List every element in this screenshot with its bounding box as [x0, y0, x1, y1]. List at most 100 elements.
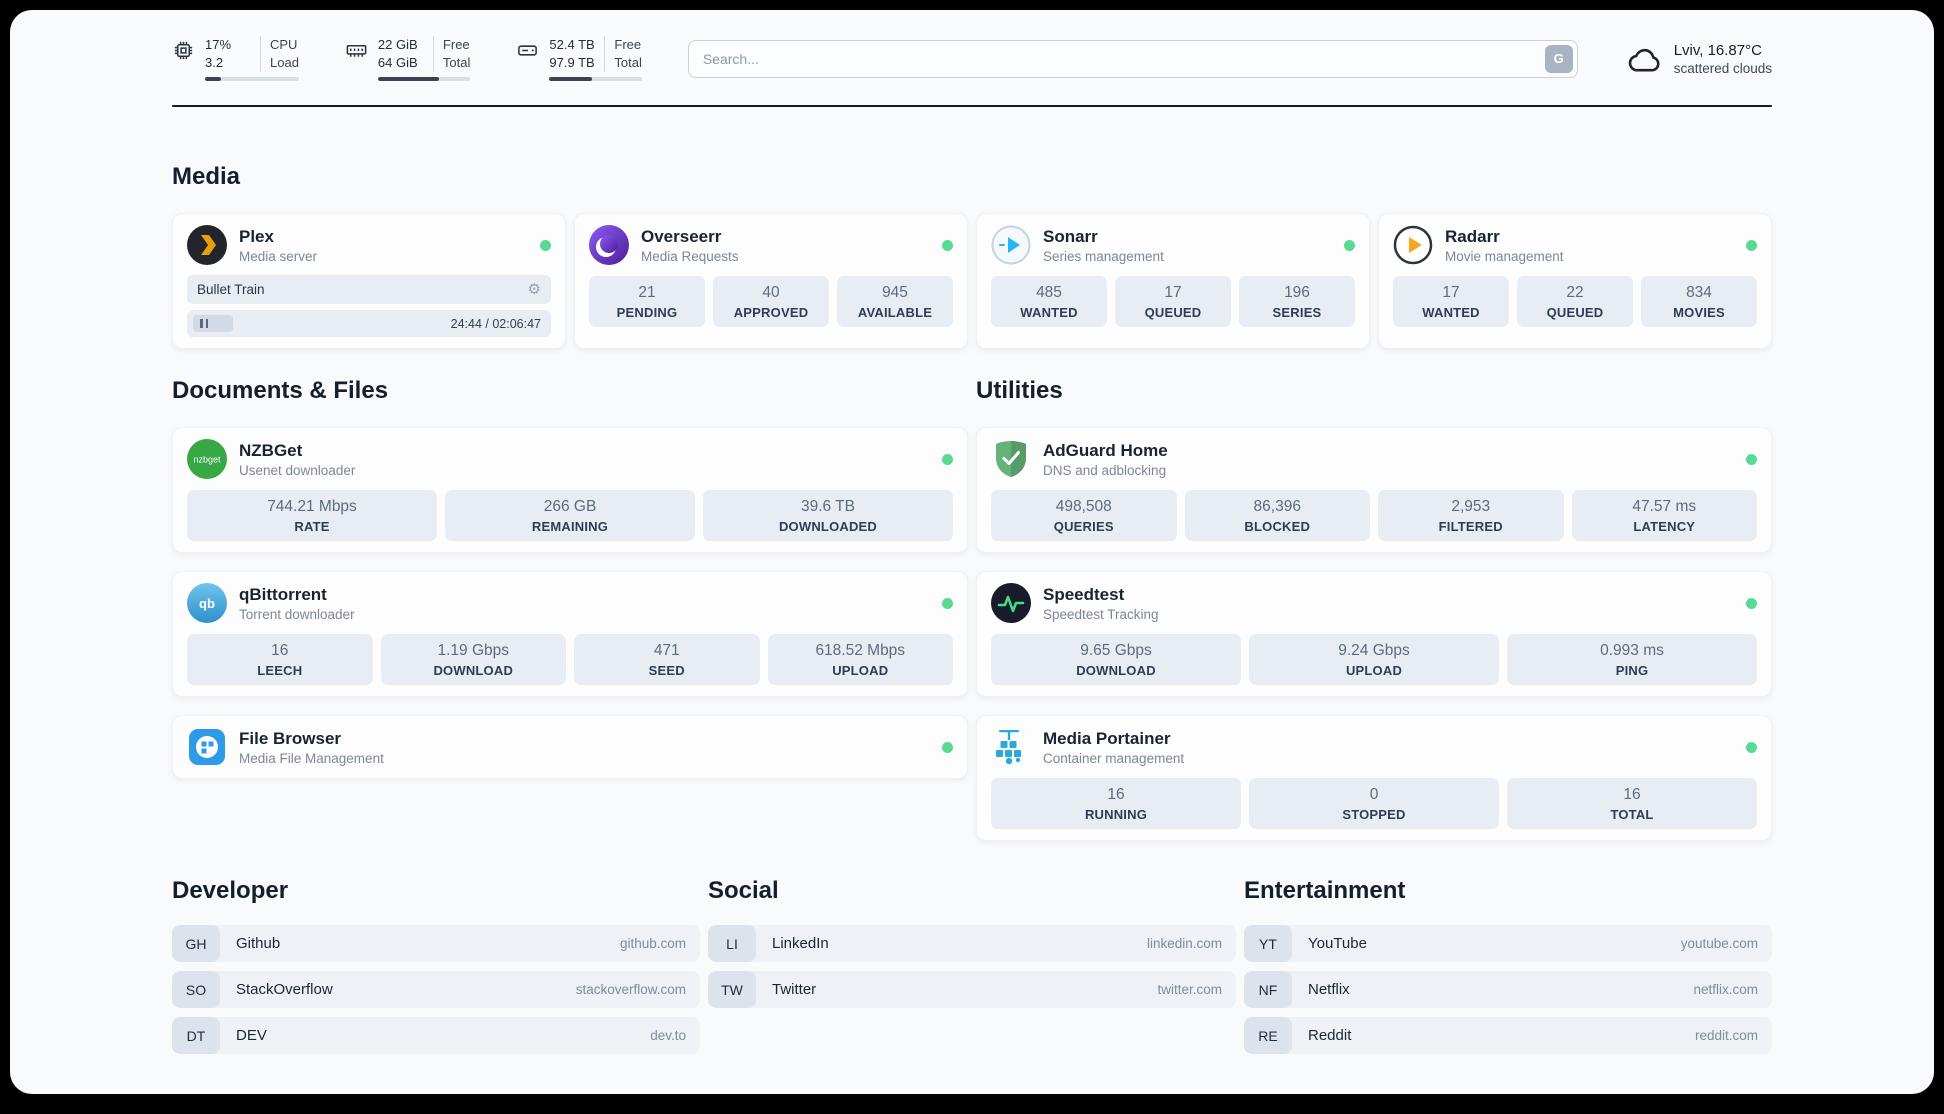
nzbget-icon: nzbget: [187, 439, 227, 480]
status-dot: [540, 239, 551, 251]
stat-pending: 21 PENDING: [589, 276, 705, 328]
service-name: qBittorrent: [239, 584, 327, 604]
ram-icon: [345, 36, 368, 62]
cpu-load-label: Load: [270, 55, 299, 71]
bookmark-url: twitter.com: [1157, 982, 1222, 998]
service-card-speedtest[interactable]: Speedtest Speedtest Tracking 9.65 Gbps D…: [976, 571, 1772, 698]
status-dot: [942, 239, 953, 251]
service-subtitle: Media Requests: [641, 248, 739, 264]
service-card-qbittorrent[interactable]: qb qBittorrent Torrent downloader 16 LEE…: [172, 571, 968, 698]
section-utilities: Utilities AdGuard Home DNS and adblockin…: [976, 377, 1772, 842]
playback-time: 24:44 / 02:06:47: [450, 316, 541, 331]
service-card-filebrowser[interactable]: File Browser Media File Management: [172, 715, 968, 780]
disk-free-label: Free: [614, 37, 642, 52]
bookmark-twitter[interactable]: TW Twitter twitter.com: [708, 971, 1236, 1009]
bookmark-abbr: TW: [708, 971, 756, 1009]
search-input[interactable]: [687, 39, 1578, 78]
service-subtitle: Container management: [1043, 750, 1185, 766]
bookmarks-entertainment: Entertainment YT YouTube youtube.com NF …: [1244, 877, 1772, 1063]
now-playing-title: Bullet Train: [197, 282, 265, 298]
bookmark-url: dev.to: [650, 1028, 686, 1044]
ram-metric: 22 GiB 64 GiB Free Total: [345, 36, 471, 82]
service-card-plex[interactable]: Plex Media server Bullet Train ⚙ 24:44 /…: [172, 213, 566, 350]
plex-icon: [187, 225, 227, 266]
cpu-metric: 17% 3.2 CPU Load: [172, 36, 299, 82]
stat-download: 9.65 Gbps DOWNLOAD: [991, 634, 1241, 686]
stat-seed: 471 SEED: [574, 634, 760, 686]
bookmarks-developer: Developer GH Github github.com SO StackO…: [172, 877, 700, 1063]
service-name: Radarr: [1445, 226, 1500, 246]
bookmark-name: Github: [236, 935, 281, 953]
service-name: Overseerr: [641, 226, 722, 246]
disk-icon: [516, 36, 539, 62]
ram-progress-bar: [377, 77, 471, 82]
bookmark-stackoverflow[interactable]: SO StackOverflow stackoverflow.com: [172, 971, 700, 1009]
ram-free-label: Free: [442, 37, 470, 52]
stat-stopped: 0 STOPPED: [1249, 778, 1499, 830]
player-controls: 24:44 / 02:06:47: [187, 310, 551, 338]
service-subtitle: Media server: [239, 248, 318, 264]
bookmark-netflix[interactable]: NF Netflix netflix.com: [1244, 971, 1772, 1009]
bookmark-abbr: NF: [1244, 971, 1292, 1009]
pause-button[interactable]: [193, 315, 233, 333]
bookmark-url: youtube.com: [1680, 936, 1758, 952]
service-card-portainer[interactable]: Media Portainer Container management 16 …: [976, 715, 1772, 842]
bookmark-abbr: LI: [708, 925, 756, 963]
stat-wanted: 17 WANTED: [1393, 276, 1509, 328]
bookmark-github[interactable]: GH Github github.com: [172, 925, 700, 963]
svg-text:qb: qb: [199, 596, 215, 611]
bookmark-url: reddit.com: [1694, 1028, 1758, 1044]
section-title-entertainment: Entertainment: [1244, 877, 1406, 905]
service-name: AdGuard Home: [1043, 440, 1168, 460]
stat-available: 945 AVAILABLE: [837, 276, 953, 328]
radarr-icon: [1393, 225, 1433, 265]
bookmark-abbr: SO: [172, 971, 220, 1009]
bookmark-url: linkedin.com: [1146, 936, 1222, 952]
stat-ping: 0.993 ms PING: [1507, 634, 1757, 686]
section-title-media: Media: [172, 163, 241, 191]
service-name: Media Portainer: [1043, 728, 1171, 748]
section-documents: Documents & Files nzbget NZBGet Usenet d…: [172, 377, 968, 780]
bookmark-abbr: DT: [172, 1017, 220, 1055]
bookmark-dev[interactable]: DT DEV dev.to: [172, 1017, 700, 1055]
bookmark-youtube[interactable]: YT YouTube youtube.com: [1244, 925, 1772, 963]
stat-running: 16 RUNNING: [991, 778, 1241, 830]
weather-condition: scattered clouds: [1673, 60, 1772, 76]
service-card-nzbget[interactable]: nzbget NZBGet Usenet downloader 744.21 M…: [172, 427, 968, 554]
ram-free-value: 22 GiB: [377, 37, 418, 52]
section-title-developer: Developer: [172, 877, 289, 905]
stat-movies: 834 MOVIES: [1641, 276, 1757, 328]
service-subtitle: Media File Management: [239, 750, 384, 766]
gear-icon[interactable]: ⚙: [527, 281, 541, 299]
status-dot: [1746, 453, 1757, 465]
service-subtitle: Torrent downloader: [239, 606, 355, 622]
service-name: Speedtest: [1043, 584, 1125, 604]
status-dot: [942, 741, 953, 753]
status-dot: [1746, 239, 1757, 251]
bookmark-name: DEV: [236, 1027, 267, 1045]
search-engine-button[interactable]: G: [1544, 44, 1573, 73]
disk-progress-bar: [549, 77, 642, 82]
service-subtitle: DNS and adblocking: [1043, 462, 1167, 478]
sonarr-icon: [991, 225, 1031, 265]
bookmark-reddit[interactable]: RE Reddit reddit.com: [1244, 1017, 1772, 1055]
stat-upload: 618.52 Mbps UPLOAD: [767, 634, 953, 686]
stat-download: 1.19 Gbps DOWNLOAD: [380, 634, 566, 686]
filebrowser-icon: [187, 727, 227, 767]
cpu-label: CPU: [270, 37, 298, 52]
service-card-sonarr[interactable]: Sonarr Series management 485 WANTED 17 Q…: [976, 213, 1370, 350]
bookmark-name: LinkedIn: [772, 935, 829, 953]
section-title-social: Social: [708, 877, 779, 905]
bookmark-linkedin[interactable]: LI LinkedIn linkedin.com: [708, 925, 1236, 963]
service-subtitle: Series management: [1043, 248, 1164, 264]
service-card-overseerr[interactable]: Overseerr Media Requests 21 PENDING 40 A…: [574, 213, 968, 350]
stat-rate: 744.21 Mbps RATE: [187, 490, 437, 542]
service-card-adguard[interactable]: AdGuard Home DNS and adblocking 498,508 …: [976, 427, 1772, 554]
cpu-load-value: 3.2: [205, 55, 224, 71]
service-card-radarr[interactable]: Radarr Movie management 17 WANTED 22 QUE…: [1378, 213, 1772, 350]
service-subtitle: Speedtest Tracking: [1043, 606, 1159, 622]
disk-metric: 52.4 TB 97.9 TB Free Total: [516, 36, 642, 82]
ram-total-label: Total: [442, 55, 471, 71]
stat-blocked: 86,396 BLOCKED: [1184, 490, 1370, 542]
service-name: Plex: [239, 226, 274, 246]
